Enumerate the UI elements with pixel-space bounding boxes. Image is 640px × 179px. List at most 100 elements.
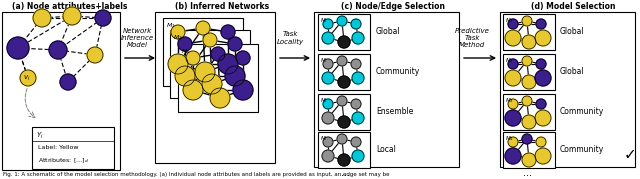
Text: (b) Inferred Networks: (b) Inferred Networks [175, 2, 269, 11]
Circle shape [338, 36, 350, 48]
Circle shape [508, 59, 518, 69]
Bar [32, 127, 114, 169]
Circle shape [196, 21, 210, 35]
Circle shape [536, 19, 546, 29]
Bar [170, 30, 250, 98]
Text: (a) Node attributes+labels: (a) Node attributes+labels [12, 2, 128, 11]
Circle shape [352, 72, 364, 84]
Bar [503, 94, 555, 130]
Bar [318, 132, 370, 168]
Circle shape [505, 148, 521, 164]
Bar [2, 12, 120, 170]
Circle shape [535, 110, 551, 126]
Circle shape [352, 32, 364, 44]
Text: Global: Global [560, 67, 584, 76]
Text: Global: Global [560, 28, 584, 37]
Circle shape [536, 59, 546, 69]
Circle shape [508, 99, 518, 109]
Circle shape [505, 110, 521, 126]
Circle shape [33, 9, 51, 27]
Text: $M_i$: $M_i$ [320, 56, 328, 65]
Circle shape [337, 16, 347, 26]
Text: $M_3$: $M_3$ [505, 96, 514, 105]
Bar [178, 44, 258, 112]
Circle shape [351, 19, 361, 29]
Text: Global: Global [376, 28, 401, 37]
Circle shape [203, 33, 217, 47]
Circle shape [322, 112, 334, 124]
Circle shape [536, 137, 546, 147]
Text: Fig. 1: A schematic of the model selection methodology. (a) Individual node attr: Fig. 1: A schematic of the model selecti… [3, 172, 390, 177]
Text: Ensemble: Ensemble [376, 108, 413, 117]
Text: $M_1$: $M_1$ [505, 16, 514, 25]
Text: $M_2$: $M_2$ [173, 33, 183, 42]
Circle shape [338, 76, 350, 88]
Circle shape [323, 99, 333, 109]
Circle shape [337, 56, 347, 66]
Circle shape [87, 47, 103, 63]
Circle shape [522, 96, 532, 106]
Circle shape [522, 16, 532, 26]
Text: Community: Community [376, 67, 420, 76]
Circle shape [210, 88, 230, 108]
Circle shape [535, 30, 551, 46]
Circle shape [522, 134, 532, 144]
Circle shape [233, 80, 253, 100]
Circle shape [178, 37, 192, 51]
Text: Attributes: $[\ldots]_d$: Attributes: $[\ldots]_d$ [38, 156, 89, 165]
Circle shape [505, 70, 521, 86]
Circle shape [228, 37, 242, 51]
Bar [503, 14, 555, 50]
Bar [503, 54, 555, 90]
Bar [318, 94, 370, 130]
Circle shape [322, 150, 334, 162]
Circle shape [522, 153, 536, 167]
Text: ✓: ✓ [623, 147, 636, 163]
Text: $M_k$: $M_k$ [181, 47, 191, 56]
Circle shape [171, 25, 185, 39]
Circle shape [351, 59, 361, 69]
Circle shape [195, 62, 215, 82]
Circle shape [63, 7, 81, 25]
Circle shape [225, 66, 245, 86]
Circle shape [505, 30, 521, 46]
Circle shape [323, 19, 333, 29]
Circle shape [322, 32, 334, 44]
Text: $M_1$: $M_1$ [166, 21, 176, 30]
Circle shape [49, 41, 67, 59]
Circle shape [7, 37, 29, 59]
Text: $M_2$: $M_2$ [505, 56, 514, 65]
Circle shape [175, 66, 195, 86]
Circle shape [338, 116, 350, 128]
Text: $v_i$: $v_i$ [23, 73, 31, 83]
Circle shape [508, 137, 518, 147]
Circle shape [323, 137, 333, 147]
Circle shape [522, 35, 536, 49]
Text: (c) Node/Edge Selection: (c) Node/Edge Selection [341, 2, 445, 11]
Circle shape [322, 72, 334, 84]
Text: Label: Yellow: Label: Yellow [38, 145, 79, 150]
Circle shape [522, 115, 536, 129]
Bar [500, 12, 635, 167]
Circle shape [183, 80, 203, 100]
Circle shape [211, 47, 225, 61]
Circle shape [522, 56, 532, 66]
Circle shape [236, 51, 250, 65]
Circle shape [168, 54, 188, 74]
Circle shape [337, 96, 347, 106]
Circle shape [221, 25, 235, 39]
Circle shape [20, 70, 36, 86]
Text: ...: ... [524, 168, 532, 178]
Bar [155, 12, 275, 163]
Circle shape [352, 112, 364, 124]
Text: Task
Locality: Task Locality [276, 32, 303, 45]
Text: $Y_i$: $Y_i$ [36, 131, 44, 141]
Text: Community: Community [560, 146, 604, 154]
Bar [314, 12, 459, 167]
Circle shape [337, 134, 347, 144]
Text: Predictive
Task
Method: Predictive Task Method [454, 28, 490, 48]
Text: $M_i$: $M_i$ [320, 16, 328, 25]
Bar [318, 14, 370, 50]
Circle shape [535, 70, 551, 86]
Bar [503, 132, 555, 168]
